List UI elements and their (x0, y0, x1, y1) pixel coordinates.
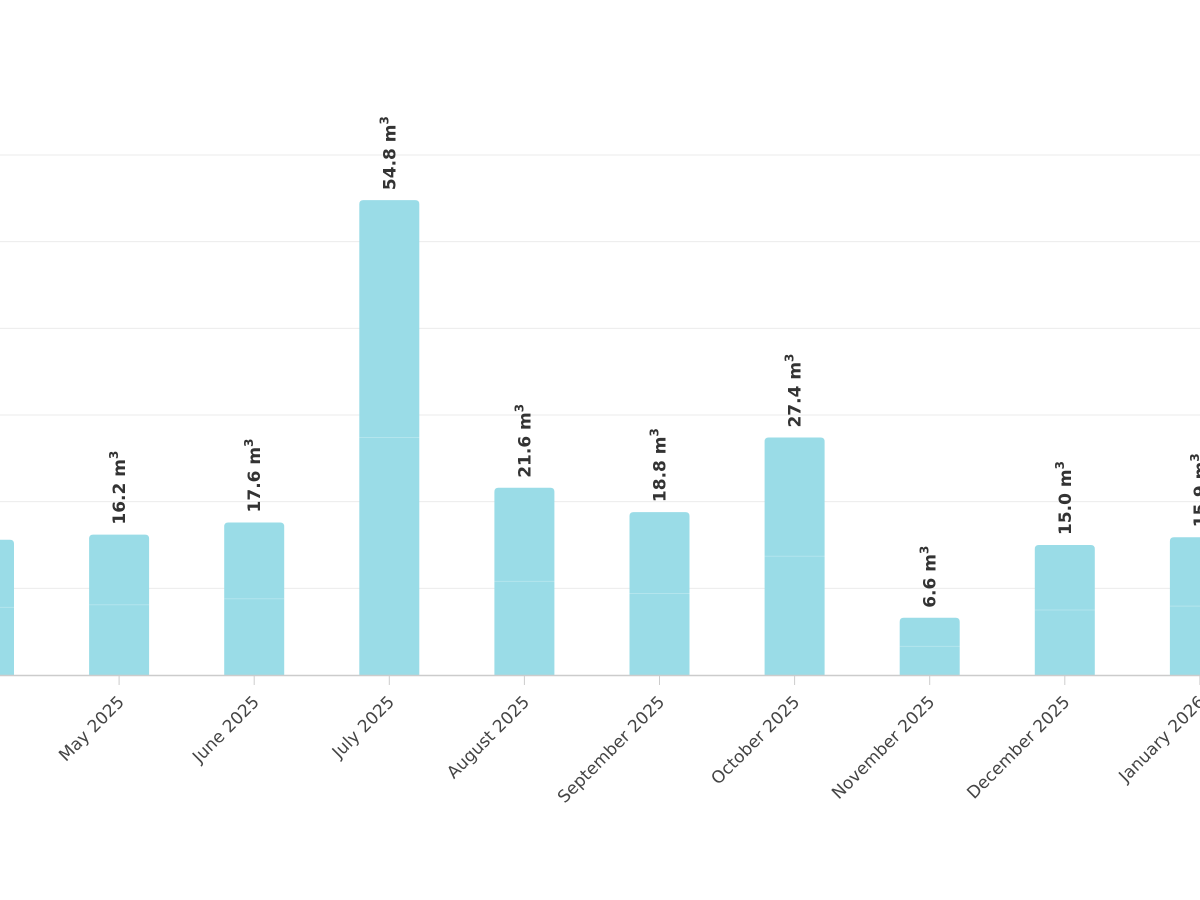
bar (0, 539, 14, 675)
superscript: 3 (512, 404, 526, 412)
data-label: 6.6 m3 (918, 546, 941, 608)
x-tick-label: January 2026 (1115, 692, 1200, 787)
bar (629, 512, 690, 675)
x-tick-label: August 2025 (443, 692, 534, 783)
x-tick-label: October 2025 (707, 692, 804, 789)
superscript: 3 (377, 116, 391, 124)
superscript: 3 (242, 439, 256, 447)
data-label: 17.6 m3 (242, 439, 265, 513)
bar (494, 487, 555, 675)
data-label: 16.2 m3 (107, 451, 130, 525)
bar (1169, 537, 1200, 675)
data-label: 15.0 m3 (1053, 461, 1076, 535)
data-label: 18.8 m3 (648, 428, 671, 502)
superscript: 3 (1053, 461, 1067, 469)
x-tick-label: May 2025 (55, 692, 128, 765)
bar (224, 522, 285, 675)
bar (89, 534, 150, 675)
data-label: 21.6 m3 (512, 404, 535, 478)
data-label: 27.4 m3 (783, 354, 806, 428)
x-tick-label: July 2025 (328, 692, 399, 763)
superscript: 3 (783, 354, 797, 362)
x-tick-label: December 2025 (963, 692, 1074, 803)
bar (359, 200, 420, 676)
data-label: 54.8 m3 (377, 116, 400, 190)
data-label: 15.9 m3 (1188, 453, 1200, 527)
x-tick-label: September 2025 (554, 692, 669, 807)
x-tick-label: June 2025 (188, 692, 263, 767)
superscript: 3 (918, 546, 932, 554)
bar (764, 437, 825, 675)
x-tick-label: November 2025 (828, 692, 939, 803)
bar (1034, 545, 1095, 675)
superscript: 3 (107, 451, 121, 459)
superscript: 3 (1188, 453, 1200, 461)
bar (899, 617, 960, 675)
superscript: 3 (648, 428, 662, 436)
